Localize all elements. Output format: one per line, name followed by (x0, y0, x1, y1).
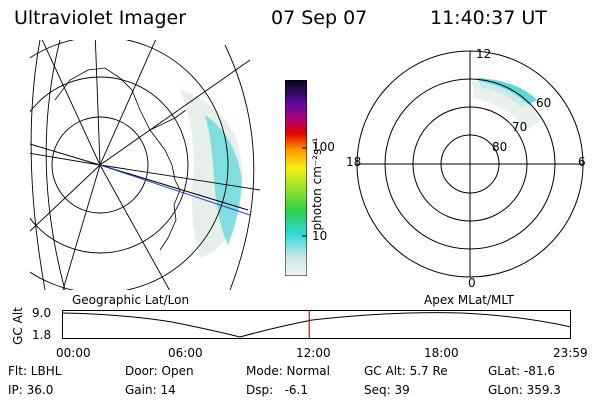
alt-tick-max: 9.0 (32, 306, 52, 320)
apex-map-label: Apex MLat/MLT (424, 293, 514, 307)
status-filter: Flt: LBHL (8, 364, 62, 378)
colorbar-tick-100: 100 (312, 140, 335, 154)
instrument-title: Ultraviolet Imager (14, 7, 187, 29)
status-glat: GLat: -81.6 (488, 364, 555, 378)
status-mode: Mode: Normal (246, 364, 330, 378)
mlat-label-80: 80 (492, 140, 508, 154)
time-tick-0600: 06:00 (168, 346, 203, 360)
status-glon: GLon: 359.3 (488, 383, 561, 397)
status-door: Door: Open (125, 364, 194, 378)
altitude-curve (62, 312, 572, 338)
geographic-map (30, 40, 261, 290)
time-tick-1800: 18:00 (424, 346, 459, 360)
colorbar-unit-label: photon cm⁻²s⁻¹ (310, 137, 324, 231)
colorbar-tick-10: 10 (312, 229, 328, 243)
mlat-label-60: 60 (536, 96, 552, 110)
auroral-emission-bright (205, 115, 242, 245)
status-gc-alt: GC Alt: 5.7 Re (364, 364, 448, 378)
time-tick-2359: 23:59 (553, 346, 588, 360)
time-tick-0000: 00:00 (56, 346, 91, 360)
intensity-colorbar (285, 80, 307, 276)
mlt-label-0: 0 (468, 276, 476, 290)
alt-axis-label: GC Alt (11, 307, 25, 345)
altitude-plot-frame (62, 310, 571, 339)
time-tick-1200: 12:00 (296, 346, 331, 360)
status-seq: Seq: 39 (364, 383, 410, 397)
mlat-label-70: 70 (512, 120, 528, 134)
image-time: 11:40:37 UT (430, 7, 547, 29)
altitude-timeline (62, 310, 572, 339)
status-dsp: Dsp: -6.1 (246, 383, 309, 397)
mlt-label-6: 6 (578, 155, 586, 169)
image-date: 07 Sep 07 (271, 7, 368, 29)
polar-mlt-plot (356, 50, 584, 278)
mlt-label-18: 18 (346, 155, 362, 169)
mlt-label-12: 12 (476, 47, 492, 61)
geographic-map-label: Geographic Lat/Lon (72, 293, 190, 307)
status-ip: IP: 36.0 (8, 383, 54, 397)
status-gain: Gain: 14 (125, 383, 176, 397)
alt-tick-min: 1.8 (32, 328, 52, 342)
